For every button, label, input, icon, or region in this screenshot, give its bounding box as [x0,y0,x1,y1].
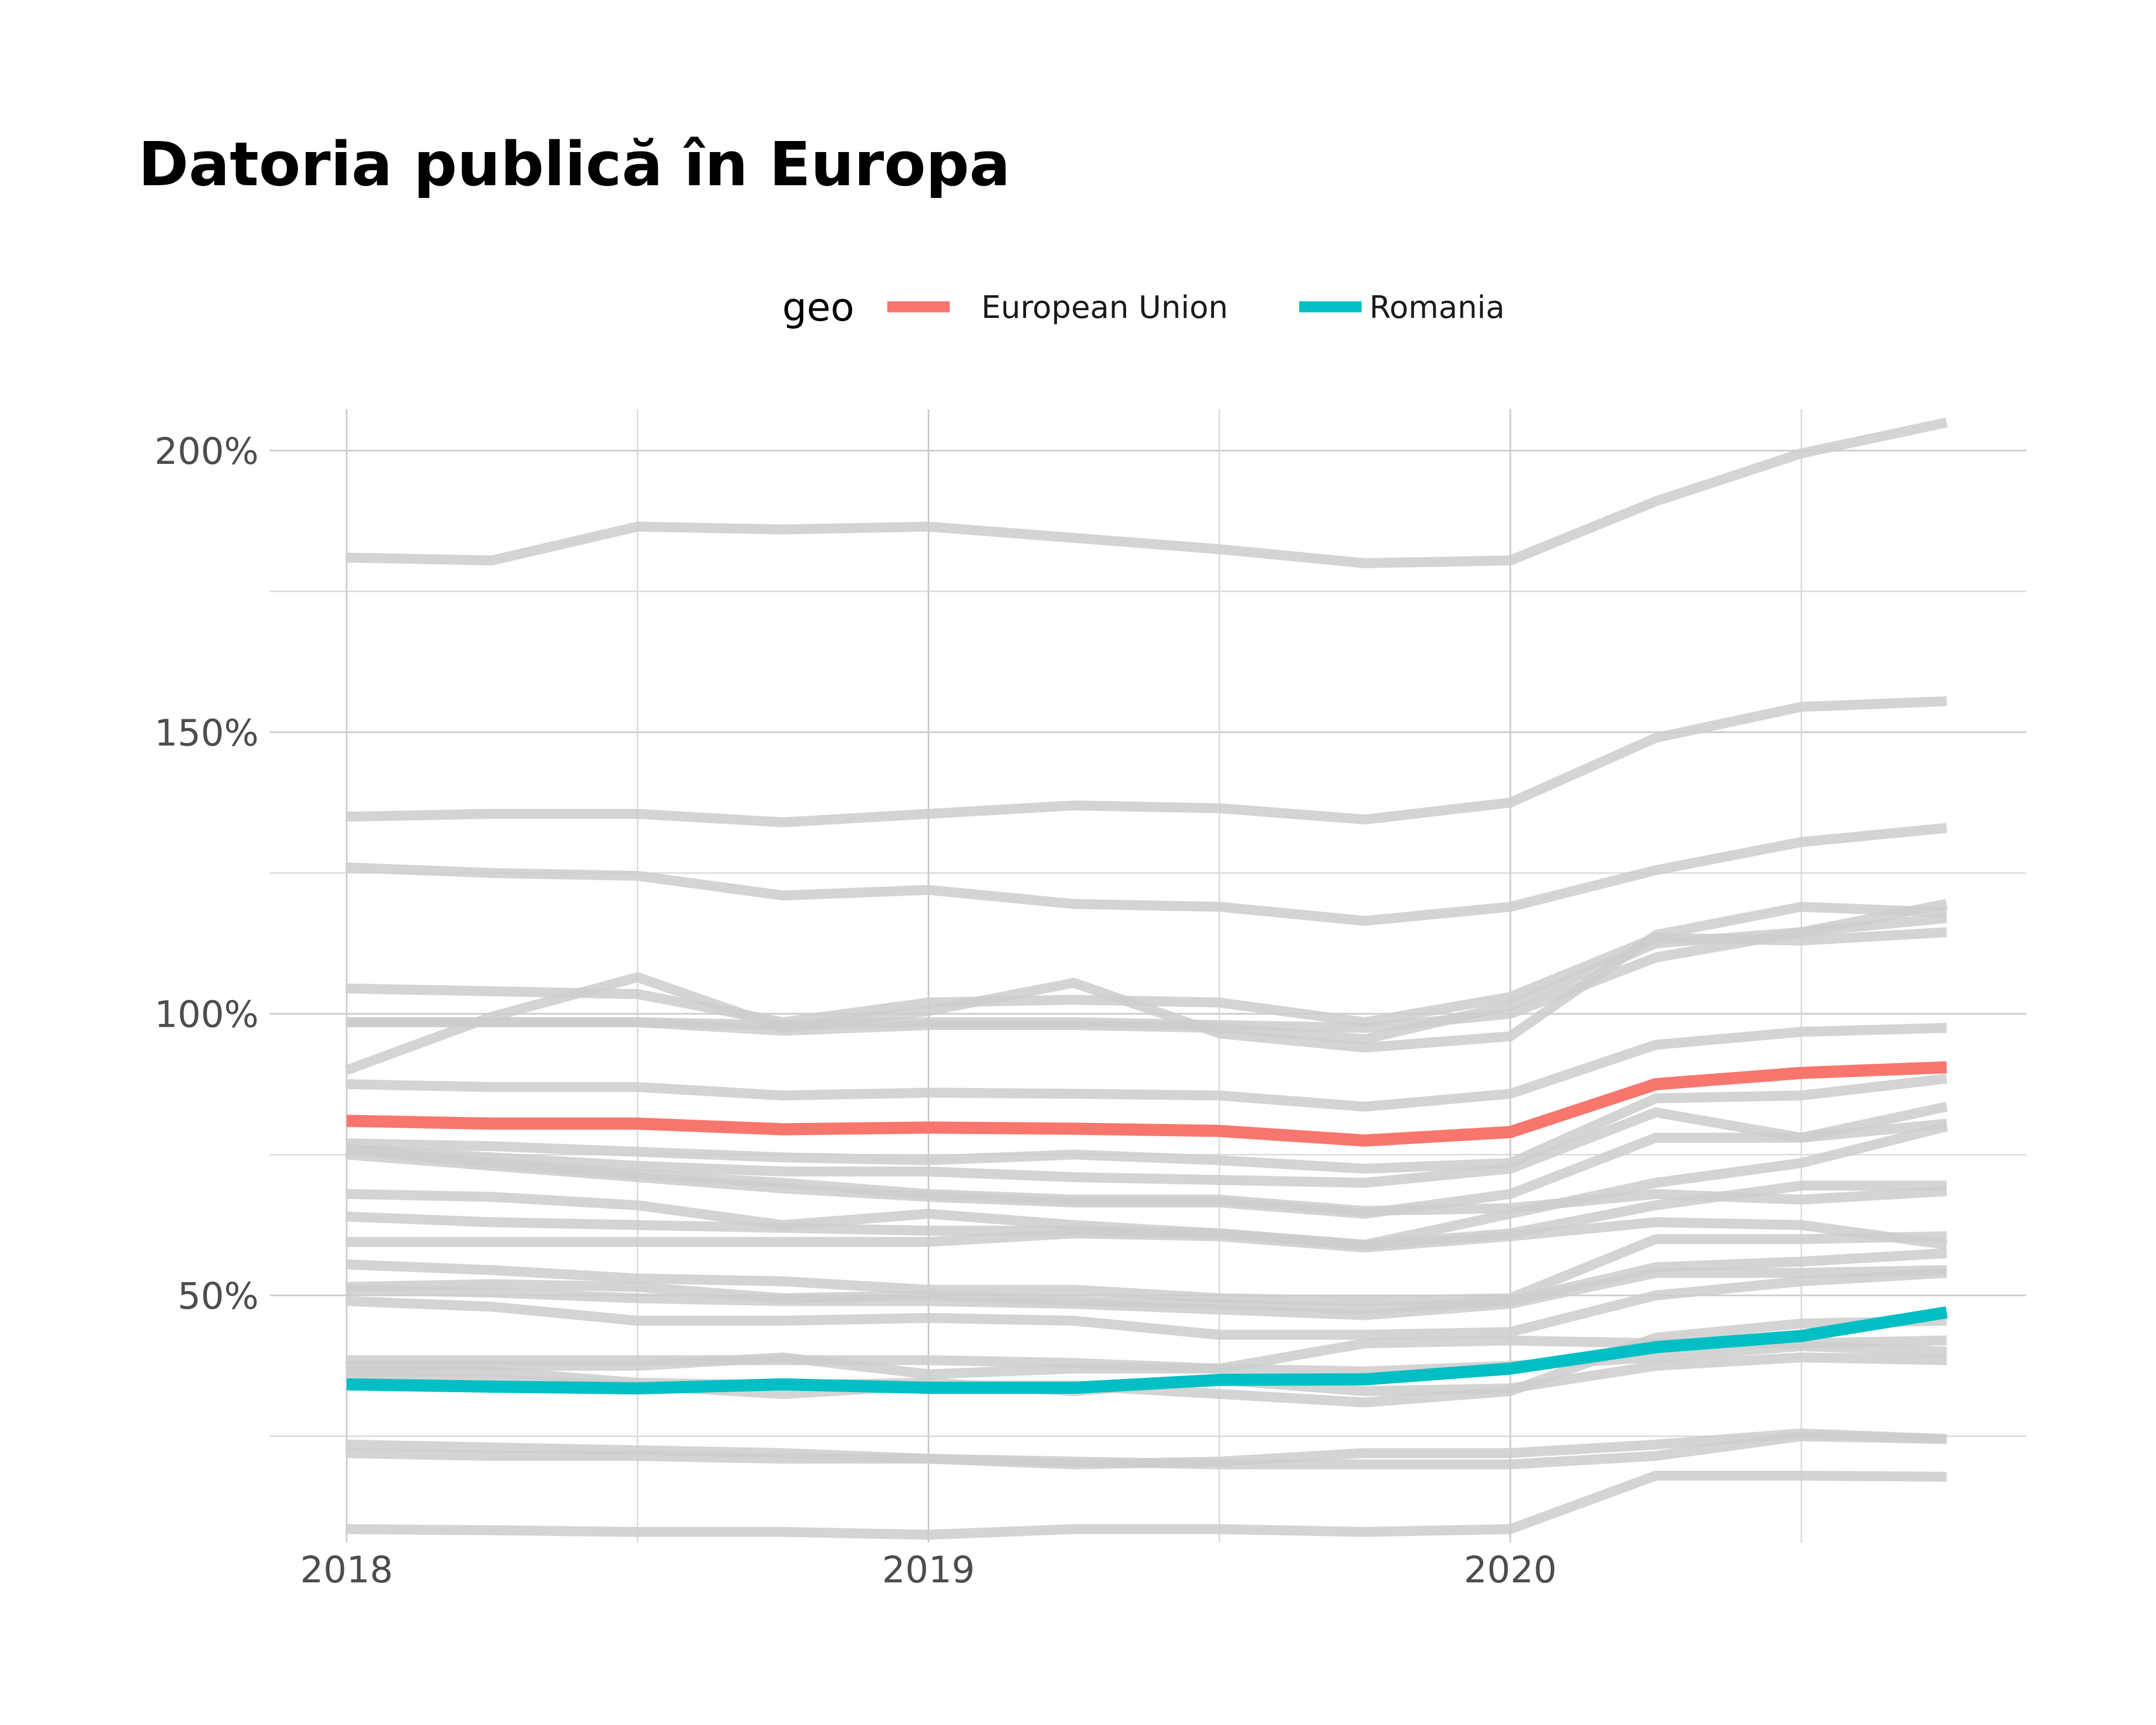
series-line-background-25 [346,1431,1947,1470]
y-tick-label: 100% [154,994,259,1036]
series-line-background-21 [347,1341,1947,1379]
series-line-background-1 [346,417,1948,568]
x-tick-label: 2019 [882,1549,975,1591]
series-line-background-26 [346,1471,1947,1540]
series-line-background-7 [347,899,1948,1044]
series-line-background-2 [346,696,1947,828]
series-line-background-16 [346,1231,1947,1306]
series-line-background-8 [346,1023,1947,1112]
y-axis-tick-labels: 50% 100% 150% 200% [154,430,259,1318]
series-line-background-6 [344,902,1947,1075]
series-line-background-18 [346,1265,1947,1320]
legend-label-european-union: European Union [981,290,1228,326]
series-line-background-19 [346,1268,1947,1340]
legend-label-romania: Romania [1369,290,1505,326]
series-line-background-3 [346,823,1948,926]
x-tick-label: 2020 [1464,1549,1557,1591]
series-line-european-union [346,1061,1947,1147]
legend-title: geo [782,285,854,330]
y-tick-label: 150% [154,712,259,754]
series-line-background-15 [346,1144,1947,1216]
series-line-romania [346,1306,1948,1395]
series-line-background-14 [347,1217,1948,1253]
y-tick-label: 200% [154,430,259,473]
series-line-background-9 [346,1073,1948,1174]
chart-title: Datoria publică în Europa [138,129,1011,200]
x-axis-tick-labels: 2018 2019 2020 [300,1549,1557,1591]
y-tick-label: 50% [177,1275,259,1318]
highlighted-series-lines [346,1061,1948,1395]
series-line-background-10 [346,1101,1948,1188]
background-series-lines [344,417,1948,1540]
x-tick-label: 2018 [300,1549,393,1591]
legend: geo European Union Romania [782,285,1505,330]
